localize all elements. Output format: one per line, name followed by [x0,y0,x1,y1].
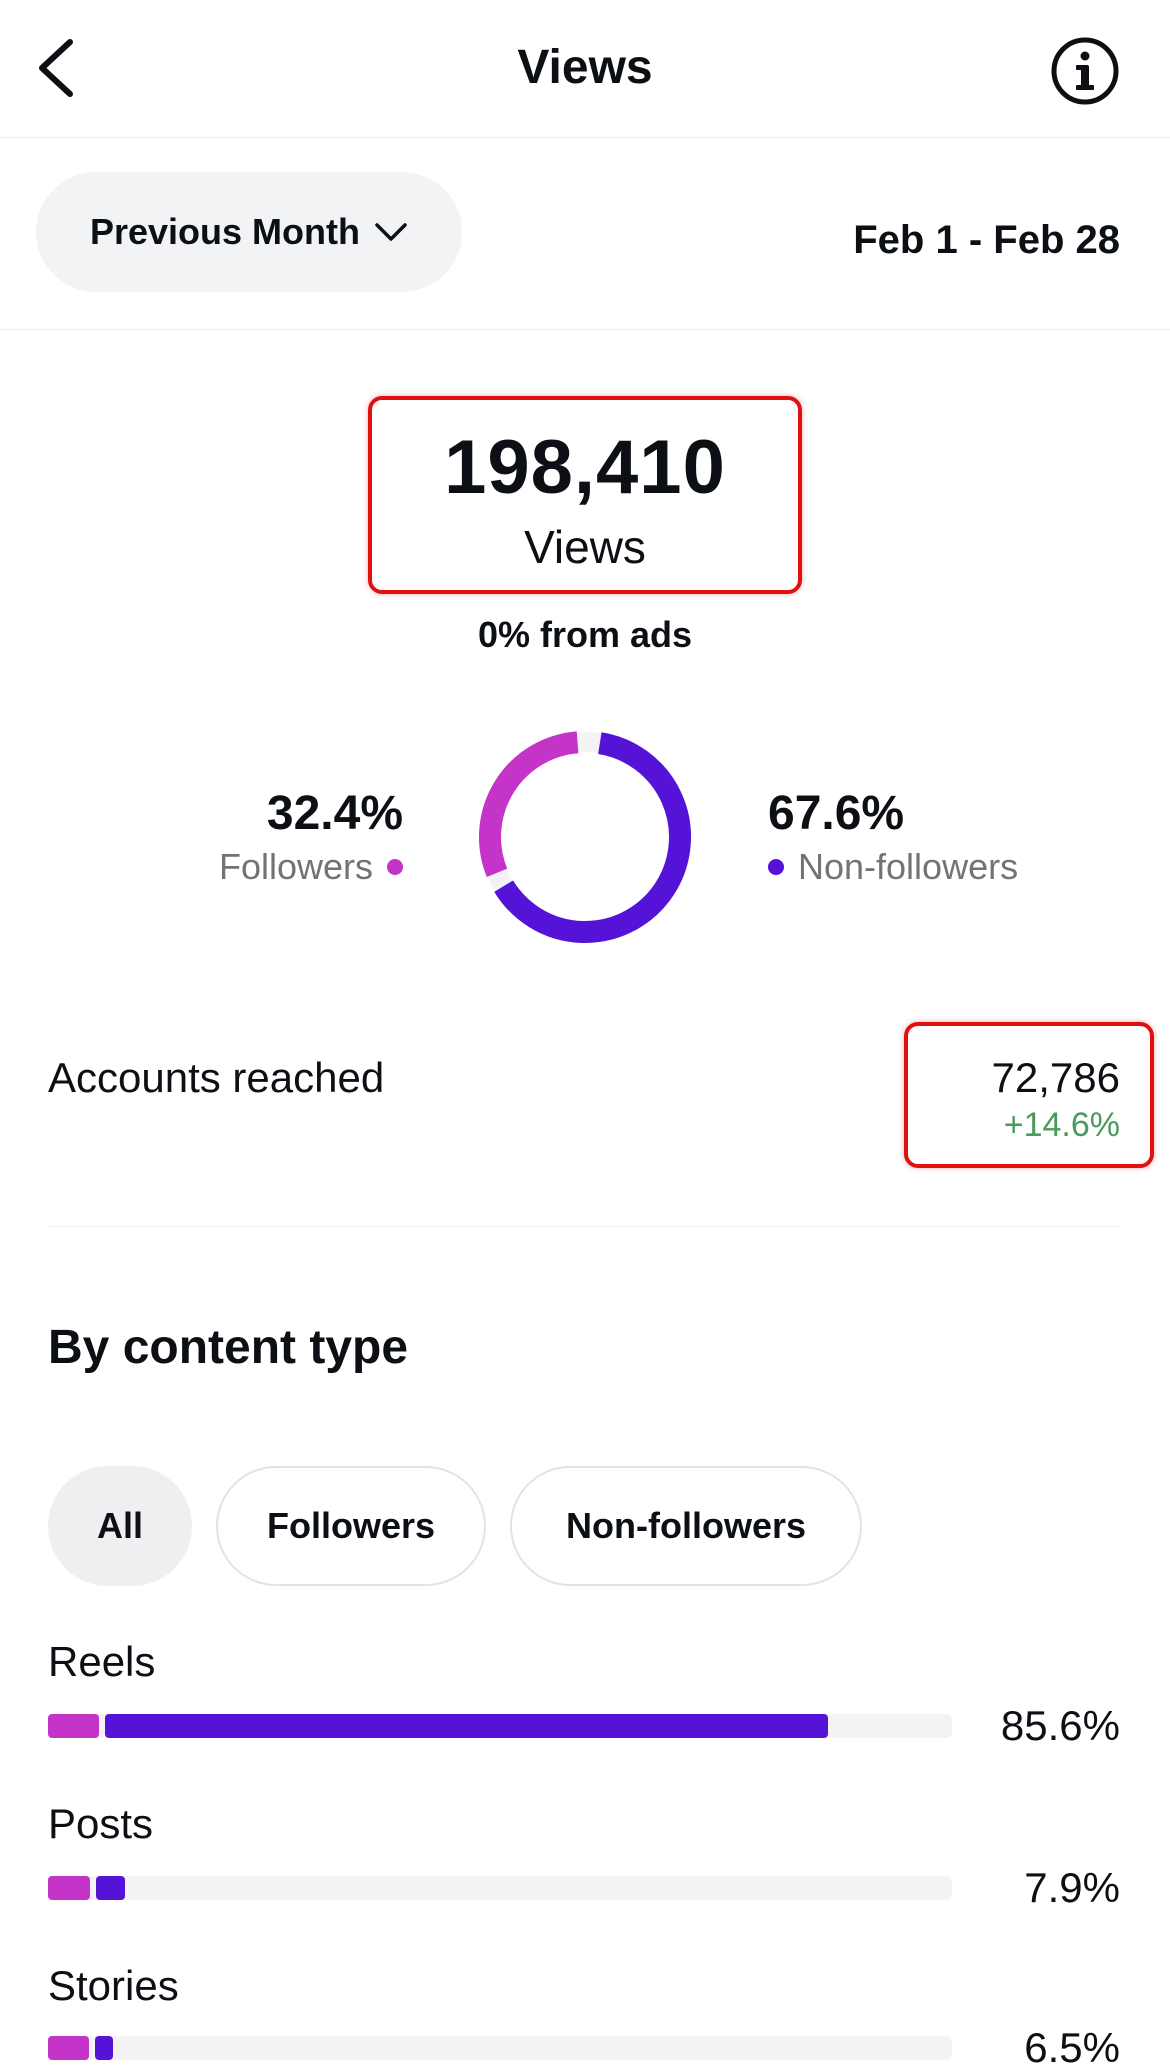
followers-dot-icon [387,859,403,875]
info-button[interactable] [1050,36,1120,106]
audience-donut-chart [479,731,691,943]
content-bar-track [48,2036,952,2060]
content-bar-followers [48,2036,89,2060]
ads-note: 0% from ads [477,614,693,655]
date-range: Feb 1 - Feb 28 [853,218,1120,262]
page-title: Views [517,41,653,94]
content-bar-non-followers [104,1714,828,1738]
donut-segment-non-followers [494,732,691,943]
content-bar-non-followers [94,2036,113,2060]
divider [0,329,1170,330]
period-label: Previous Month [89,211,361,252]
non-followers-percent: 67.6% [768,787,905,840]
non-followers-legend: Non-followers [768,846,1018,888]
filter-chip-all[interactable]: All [48,1466,192,1586]
content-bar-non-followers [96,1876,126,1900]
content-bar-followers [48,1714,99,1738]
content-row-percent: 6.5% [1024,2024,1120,2071]
content-bar-track [48,1876,952,1900]
content-bar-followers [48,1876,91,1900]
followers-percent: 32.4% [266,787,403,840]
content-row-label: Posts [48,1800,154,1847]
filter-chip-non-followers[interactable]: Non-followers [510,1466,862,1586]
accounts-reached-label: Accounts reached [48,1054,385,1101]
donut-segment-followers [479,731,579,877]
highlight-box-views [368,396,802,594]
views-count: 198,410 [444,425,726,510]
views-label: Views [524,521,646,573]
followers-label: Followers [218,846,373,887]
divider [48,1226,1122,1227]
chevron-left-icon [39,39,73,97]
content-row-label: Stories [48,1962,179,2009]
highlight-box-accounts [904,1022,1154,1168]
non-followers-label: Non-followers [798,846,1019,887]
content-row-percent: 7.9% [1024,1864,1120,1911]
followers-legend: Followers [219,846,403,888]
non-followers-dot-icon [768,859,784,875]
info-icon [1051,37,1119,105]
section-title: By content type [48,1321,409,1374]
accounts-reached-change: +14.6% [1003,1106,1120,1144]
top-bar: Views [0,0,1170,138]
back-button[interactable] [24,36,88,100]
content-row-label: Reels [48,1638,156,1685]
content-row-percent: 85.6% [1000,1702,1120,1749]
filter-chip-followers[interactable]: Followers [216,1466,486,1586]
chevron-down-icon [375,223,407,241]
content-bar-track [48,1714,952,1738]
accounts-reached-value: 72,786 [991,1054,1120,1101]
period-dropdown[interactable]: Previous Month [36,172,462,292]
